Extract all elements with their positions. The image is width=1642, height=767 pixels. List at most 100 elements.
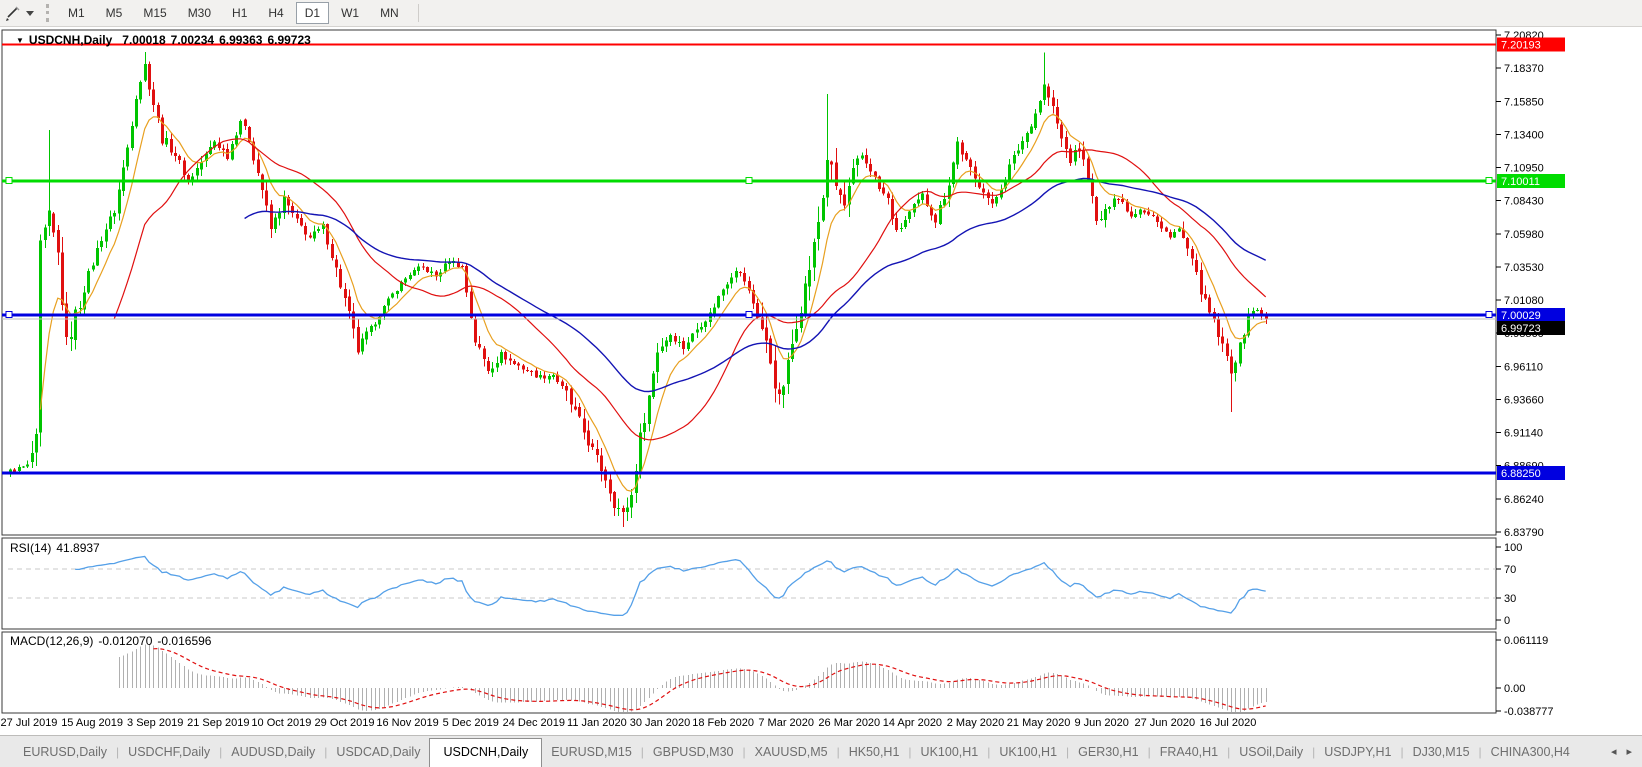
chart-tab-dj30-m15[interactable]: DJ30,M15 <box>1412 744 1470 759</box>
timeframe-button-h1[interactable]: H1 <box>232 6 248 20</box>
tab-separator: | <box>987 744 991 759</box>
symbol-dropdown-icon[interactable]: ▼ <box>16 36 24 45</box>
timeframe-button-m1[interactable]: M1 <box>68 6 85 20</box>
svg-text:11 Jan 2020: 11 Jan 2020 <box>567 717 627 729</box>
rsi-name: RSI(14) <box>10 541 52 555</box>
hline-handle[interactable] <box>1485 310 1493 318</box>
svg-text:6.96110: 6.96110 <box>1504 361 1543 373</box>
svg-text:3 Sep 2019: 3 Sep 2019 <box>127 717 183 729</box>
price-axis: 7.208207.183707.158507.134007.109507.084… <box>1496 30 1565 718</box>
dropdown-caret-icon[interactable] <box>26 10 34 16</box>
svg-text:7.03530: 7.03530 <box>1504 262 1544 274</box>
svg-text:16 Jul 2020: 16 Jul 2020 <box>1199 717 1256 729</box>
chart-tab-hk50-h1[interactable]: HK50,H1 <box>848 744 900 759</box>
chart-title[interactable]: ▼ USDCNH,Daily 7.00018 7.00234 6.99363 6.9972… <box>16 33 316 47</box>
chart-tab-usdjpy-h1[interactable]: USDJPY,H1 <box>1324 744 1392 759</box>
chart-tab-xauusd-m5[interactable]: XAUUSD,M5 <box>754 744 828 759</box>
chart-tab-uk100-h1[interactable]: UK100,H1 <box>920 744 979 759</box>
chart-canvas[interactable]: 7.208207.183707.158507.134007.109507.084… <box>0 0 1642 735</box>
tab-separator: | <box>836 744 840 759</box>
svg-text:24 Dec 2019: 24 Dec 2019 <box>503 717 565 729</box>
svg-text:30: 30 <box>1504 593 1516 605</box>
rsi-line <box>75 555 1266 617</box>
macd-label: MACD(12,26,9) -0.012070 -0.016596 <box>10 634 216 648</box>
timeframe-button-group: M1 M5 M15 M30 H1 H4 D1 W1 MN <box>59 2 408 24</box>
svg-text:29 Oct 2019: 29 Oct 2019 <box>315 717 375 729</box>
macd-main-value: -0.012070 <box>98 634 153 648</box>
tab-separator: | <box>1478 744 1482 759</box>
hline-handle[interactable] <box>1485 177 1493 184</box>
tab-separator: | <box>640 744 644 759</box>
rsi-label: RSI(14) 41.8937 <box>10 541 105 555</box>
chart-tab-china300-h4[interactable]: CHINA300,H4 <box>1490 744 1570 759</box>
timeframe-button-m5[interactable]: M5 <box>105 6 123 20</box>
chart-tab-usoil-daily[interactable]: USOil,Daily <box>1239 744 1304 759</box>
svg-text:7.08430: 7.08430 <box>1504 196 1544 208</box>
hline-handle[interactable] <box>5 310 13 318</box>
chart-tab-gbpusd-m30[interactable]: GBPUSD,M30 <box>652 744 734 759</box>
svg-text:-0.038777: -0.038777 <box>1504 706 1554 718</box>
tab-separator: | <box>116 744 120 759</box>
drawing-tool-icon[interactable] <box>4 5 22 21</box>
svg-text:7.10950: 7.10950 <box>1504 163 1544 175</box>
chart-tab-ger30-h1[interactable]: GER30,H1 <box>1078 744 1139 759</box>
tab-separator: | <box>1312 744 1316 759</box>
timeframe-button-m15[interactable]: M15 <box>143 6 167 20</box>
svg-text:7.18370: 7.18370 <box>1504 63 1544 75</box>
ohlc-close: 6.99723 <box>267 33 311 47</box>
chart-tab-fra40-h1[interactable]: FRA40,H1 <box>1159 744 1219 759</box>
chart-tab-eurusd-daily[interactable]: EURUSD,Daily <box>23 744 108 759</box>
svg-text:26 Mar 2020: 26 Mar 2020 <box>818 717 880 729</box>
chart-tab-usdcnh-daily[interactable]: USDCNH,Daily <box>429 737 543 767</box>
toolbar-grip-handle[interactable] <box>46 4 49 22</box>
macd-signal-line <box>153 647 1266 711</box>
svg-text:0.00: 0.00 <box>1504 683 1525 695</box>
hline-handle[interactable] <box>745 310 753 318</box>
macd-signal-value: -0.016596 <box>157 634 212 648</box>
svg-text:70: 70 <box>1504 564 1516 576</box>
symbol-name: USDCNH,Daily <box>28 33 113 47</box>
tabs-scroll-left-icon[interactable]: ◂ <box>1610 746 1617 758</box>
svg-text:7.10011: 7.10011 <box>1501 176 1540 188</box>
svg-text:6.99723: 6.99723 <box>1501 323 1541 335</box>
svg-text:30 Jan 2020: 30 Jan 2020 <box>630 717 691 729</box>
macd-name: MACD(12,26,9) <box>10 634 94 648</box>
svg-text:7 Mar 2020: 7 Mar 2020 <box>758 717 814 729</box>
ohlc-open: 7.00018 <box>122 33 166 47</box>
horizontal-levels-layer <box>2 43 1496 475</box>
tab-separator: | <box>1400 744 1404 759</box>
svg-text:7.20193: 7.20193 <box>1501 39 1541 51</box>
timeframe-button-w1[interactable]: W1 <box>341 6 360 20</box>
timeframe-button-h4[interactable]: H4 <box>268 6 284 20</box>
chart-tab-usdchf-daily[interactable]: USDCHF,Daily <box>128 744 211 759</box>
svg-text:18 Feb 2020: 18 Feb 2020 <box>692 717 754 729</box>
svg-text:6.88250: 6.88250 <box>1501 468 1541 480</box>
tabs-strip: EURUSD,Daily | USDCHF,Daily | AUDUSD,Daily | U… <box>14 737 1579 767</box>
candlesticks-layer <box>9 52 1268 527</box>
hline-handle[interactable] <box>745 177 753 184</box>
chart-tab-audusd-daily[interactable]: AUDUSD,Daily <box>231 744 316 759</box>
chart-tab-usdcad-daily[interactable]: USDCAD,Daily <box>336 744 421 759</box>
svg-text:6.83790: 6.83790 <box>1504 527 1544 539</box>
svg-text:15 Aug 2019: 15 Aug 2019 <box>61 717 123 729</box>
timeframe-button-d1[interactable]: D1 <box>295 2 330 24</box>
svg-text:100: 100 <box>1504 542 1522 554</box>
timeframe-button-mn[interactable]: MN <box>380 6 399 20</box>
tab-separator: | <box>219 744 223 759</box>
tabs-scroll-right-icon[interactable]: ▸ <box>1626 746 1632 758</box>
tab-separator: | <box>908 744 912 759</box>
date-axis: 27 Jul 2019 15 Aug 2019 3 Sep 2019 21 Sep 2… <box>1 717 1257 729</box>
ohlc-low: 6.99363 <box>219 33 263 47</box>
hline-handle[interactable] <box>5 177 13 184</box>
panel-frames <box>1 29 1497 714</box>
price-badge-7.00029: 7.00029 <box>1497 308 1565 322</box>
top-toolbar: M1 M5 M15 M30 H1 H4 D1 W1 MN <box>0 0 1642 27</box>
timeframe-button-m30[interactable]: M30 <box>187 6 212 20</box>
svg-text:6.86240: 6.86240 <box>1504 494 1544 506</box>
svg-text:27 Jun 2020: 27 Jun 2020 <box>1135 717 1196 729</box>
drawing-tool-group[interactable] <box>4 5 34 21</box>
chart-tab-uk100-h1[interactable]: UK100,H1 <box>999 744 1058 759</box>
chart-tab-eurusd-m15[interactable]: EURUSD,M15 <box>551 744 632 759</box>
tab-separator: | <box>742 744 746 759</box>
